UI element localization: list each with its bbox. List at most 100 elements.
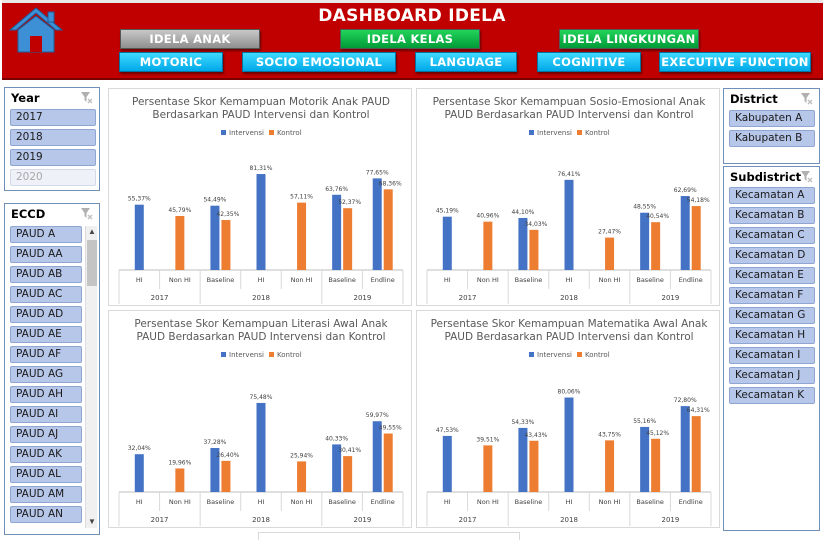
chart-sosio-emosional: Persentase Skor Kemampuan Sosio-Emosiona… xyxy=(426,96,712,304)
data-label-kontrol: 52,37% xyxy=(338,199,361,206)
bar-kontrol xyxy=(343,456,353,492)
eccd-item[interactable]: PAUD AN xyxy=(10,506,82,523)
subdistrict-item[interactable]: Kecamatan I xyxy=(729,347,815,364)
subdistrict-item[interactable]: Kecamatan K xyxy=(729,387,815,404)
eccd-item[interactable]: PAUD AD xyxy=(10,306,82,323)
clear-filter-icon[interactable] xyxy=(801,93,813,105)
chart-title: Persentase Skor Kemampuan Literasi Awal … xyxy=(134,318,388,330)
bar-kontrol xyxy=(483,221,493,270)
data-label-kontrol: 27,47% xyxy=(598,229,621,236)
data-label-intervensi: 55,37% xyxy=(128,196,151,203)
data-label-kontrol: 40,54% xyxy=(646,213,669,220)
year-item-2019[interactable]: 2019 xyxy=(10,149,96,166)
eccd-item[interactable]: PAUD AG xyxy=(10,366,82,383)
year-item-2018[interactable]: 2018 xyxy=(10,129,96,146)
data-label-kontrol: 39,51% xyxy=(476,436,499,443)
data-label-intervensi: 48,55% xyxy=(633,204,656,211)
eccd-item[interactable]: PAUD AC xyxy=(10,286,82,303)
home-icon[interactable] xyxy=(8,6,64,54)
chart-panel-sosio-emosional: Persentase Skor Kemampuan Sosio-Emosiona… xyxy=(416,88,720,306)
domain-button-motoric[interactable]: MOTORIC xyxy=(119,52,223,72)
eccd-item[interactable]: PAUD AB xyxy=(10,266,82,283)
group-label: 2019 xyxy=(354,294,372,302)
eccd-item[interactable]: PAUD A xyxy=(10,226,82,243)
subdistrict-item[interactable]: Kecamatan F xyxy=(729,287,815,304)
category-label: HI xyxy=(566,498,573,506)
category-label: Baseline xyxy=(207,498,235,506)
chart-panel-motorik: Persentase Skor Kemampuan Motorik Anak P… xyxy=(108,88,412,306)
eccd-scrollbar[interactable]: ▲ ▼ xyxy=(85,226,97,528)
bar-intervensi xyxy=(442,216,452,270)
bar-kontrol xyxy=(383,433,393,492)
subdistrict-item[interactable]: Kecamatan A xyxy=(729,187,815,204)
year-item-2020[interactable]: 2020 xyxy=(10,169,96,186)
legend-swatch-kontrol xyxy=(577,130,582,135)
data-label-kontrol: 45,12% xyxy=(646,430,669,437)
bar-kontrol xyxy=(175,468,185,492)
data-label-intervensi: 45,19% xyxy=(436,208,459,215)
data-label-intervensi: 81,31% xyxy=(250,165,273,172)
eccd-item[interactable]: PAUD AI xyxy=(10,406,82,423)
year-item-2017[interactable]: 2017 xyxy=(10,109,96,126)
domain-button-socio-emosional[interactable]: SOCIO EMOSIONAL xyxy=(242,52,396,72)
page-title: DASHBOARD IDELA xyxy=(318,6,506,26)
domain-button-language[interactable]: LANGUAGE xyxy=(415,52,517,72)
bar-intervensi xyxy=(680,196,690,270)
bar-intervensi xyxy=(564,179,574,270)
bar-intervensi xyxy=(518,217,528,270)
nav-button-idela-kelas[interactable]: IDELA KELAS xyxy=(340,29,480,49)
subdistrict-item[interactable]: Kecamatan H xyxy=(729,327,815,344)
scroll-down-icon[interactable]: ▼ xyxy=(88,517,96,526)
category-label: Baseline xyxy=(328,498,356,506)
bar-intervensi xyxy=(680,406,690,492)
subdistrict-item[interactable]: Kecamatan G xyxy=(729,307,815,324)
legend-label-kontrol: Kontrol xyxy=(277,351,302,359)
scroll-up-icon[interactable]: ▲ xyxy=(88,227,96,236)
chart-motorik: Persentase Skor Kemampuan Motorik Anak P… xyxy=(118,96,404,304)
subdistrict-item[interactable]: Kecamatan C xyxy=(729,227,815,244)
district-item[interactable]: Kabupaten A xyxy=(729,110,815,127)
nav-button-idela-anak[interactable]: IDELA ANAK xyxy=(120,29,260,49)
eccd-item[interactable]: PAUD AK xyxy=(10,446,82,463)
category-label: HI xyxy=(444,276,451,284)
clear-filter-icon[interactable] xyxy=(81,208,93,220)
domain-button-cognitive[interactable]: COGNITIVE xyxy=(537,52,641,72)
bar-kontrol xyxy=(691,206,701,270)
eccd-item[interactable]: PAUD AM xyxy=(10,486,82,503)
eccd-item[interactable]: PAUD AA xyxy=(10,246,82,263)
subdistrict-item[interactable]: Kecamatan E xyxy=(729,267,815,284)
category-label: Baseline xyxy=(207,276,235,284)
category-label: Non HI xyxy=(599,498,621,506)
nav-button-idela-lingkungan[interactable]: IDELA LINGKUNGAN xyxy=(559,29,699,49)
legend-label-kontrol: Kontrol xyxy=(277,129,302,137)
category-label: Non HI xyxy=(169,498,191,506)
clear-filter-icon[interactable] xyxy=(81,92,93,104)
clear-filter-icon[interactable] xyxy=(801,171,813,183)
bar-kontrol xyxy=(343,208,353,270)
eccd-item[interactable]: PAUD AL xyxy=(10,466,82,483)
bottom-panel-edge xyxy=(258,532,520,540)
subdistrict-item[interactable]: Kecamatan D xyxy=(729,247,815,264)
category-label: Non HI xyxy=(291,498,313,506)
eccd-item[interactable]: PAUD AE xyxy=(10,326,82,343)
data-label-kontrol: 45,79% xyxy=(168,207,191,214)
data-label-kontrol: 30,41% xyxy=(338,447,361,454)
subdistrict-item[interactable]: Kecamatan J xyxy=(729,367,815,384)
subdistrict-item[interactable]: Kecamatan B xyxy=(729,207,815,224)
legend-swatch-intervensi xyxy=(221,130,226,135)
domain-button-executive-function[interactable]: EXECUTIVE FUNCTION xyxy=(659,52,811,72)
category-label: HI xyxy=(258,498,265,506)
district-item[interactable]: Kabupaten B xyxy=(729,130,815,147)
eccd-item[interactable]: PAUD AJ xyxy=(10,426,82,443)
chart-title: PAUD Berdasarkan PAUD Intervensi dan Kon… xyxy=(444,109,693,121)
bar-kontrol xyxy=(529,440,539,492)
data-label-intervensi: 76,41% xyxy=(558,171,581,178)
data-label-kontrol: 19,96% xyxy=(168,459,191,466)
legend-swatch-intervensi xyxy=(221,352,226,357)
group-label: 2018 xyxy=(252,516,270,524)
scroll-thumb[interactable] xyxy=(87,240,97,286)
eccd-item[interactable]: PAUD AF xyxy=(10,346,82,363)
data-label-intervensi: 63,76% xyxy=(325,186,348,193)
chart-title: Persentase Skor Kemampuan Motorik Anak P… xyxy=(132,96,390,108)
eccd-item[interactable]: PAUD AH xyxy=(10,386,82,403)
